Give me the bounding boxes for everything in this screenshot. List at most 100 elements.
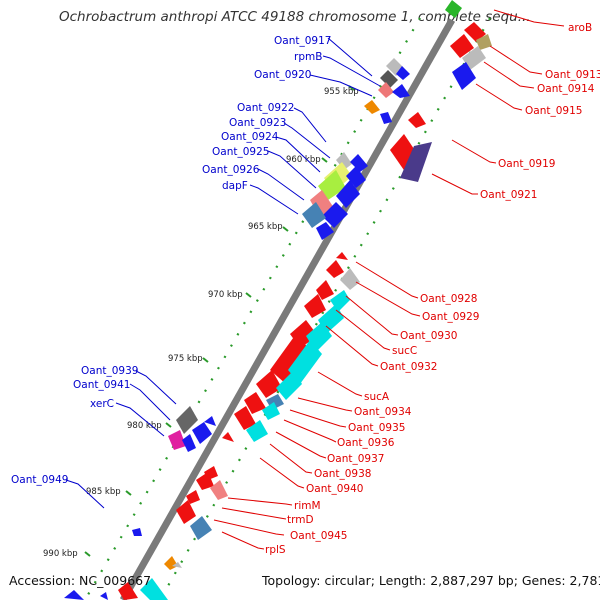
label-oant-0936[interactable]: Oant_0936 bbox=[337, 437, 395, 449]
gene-rpls[interactable] bbox=[190, 516, 212, 540]
label-oant-0924[interactable]: Oant_0924 bbox=[221, 131, 279, 143]
gene-oant-0920[interactable] bbox=[378, 82, 394, 98]
label-oant-0949[interactable]: Oant_0949 bbox=[11, 474, 68, 486]
gene-block[interactable] bbox=[64, 590, 84, 600]
gene-block[interactable] bbox=[100, 592, 108, 600]
gene-oant-0928[interactable] bbox=[326, 260, 344, 278]
gene-orange[interactable] bbox=[364, 100, 380, 114]
gene-arrow[interactable] bbox=[392, 84, 410, 98]
label-oant-0925[interactable]: Oant_0925 bbox=[212, 146, 269, 158]
label-oant-0915[interactable]: Oant_0915 bbox=[525, 105, 582, 117]
label-oant-0926[interactable]: Oant_0926 bbox=[202, 164, 260, 176]
label-arob[interactable]: aroB bbox=[568, 22, 592, 34]
gene-oant-0940[interactable] bbox=[222, 432, 234, 442]
label-rpmb[interactable]: rpmB bbox=[294, 51, 322, 63]
gene-arrow[interactable] bbox=[336, 252, 348, 260]
gene-oant-0945[interactable] bbox=[176, 500, 196, 524]
gene-oant-0915[interactable] bbox=[452, 62, 476, 90]
gene-orange[interactable] bbox=[164, 556, 178, 570]
tick-label-975: 975 kbp bbox=[168, 354, 203, 364]
gene-dapf[interactable] bbox=[302, 202, 326, 228]
gene-arrow[interactable] bbox=[322, 202, 348, 228]
gene-oant-0913[interactable] bbox=[476, 34, 492, 50]
label-oant-0939[interactable]: Oant_0939 bbox=[81, 365, 138, 377]
gene-arrow[interactable] bbox=[380, 112, 392, 124]
gene-trmd[interactable] bbox=[186, 490, 200, 504]
gene-oant-0936[interactable] bbox=[262, 402, 280, 420]
label-oant-0922[interactable]: Oant_0922 bbox=[237, 102, 294, 114]
label-oant-0938[interactable]: Oant_0938 bbox=[314, 468, 371, 480]
gene-block[interactable] bbox=[256, 370, 282, 398]
topology-text: Topology: circular; Length: 2,887,297 bp… bbox=[262, 573, 600, 588]
gene-oant-0919[interactable] bbox=[408, 112, 426, 128]
label-xerc[interactable]: xerC bbox=[90, 398, 114, 410]
gene-oant-0923[interactable] bbox=[350, 154, 368, 172]
gene-arrow[interactable] bbox=[204, 416, 216, 426]
label-oant-0934[interactable]: Oant_0934 bbox=[354, 406, 412, 418]
gene-block[interactable] bbox=[196, 472, 214, 490]
label-oant-0914[interactable]: Oant_0914 bbox=[537, 83, 595, 95]
label-dapf[interactable]: dapF bbox=[222, 180, 248, 192]
label-oant-0928[interactable]: Oant_0928 bbox=[420, 293, 477, 305]
gene-block[interactable] bbox=[172, 562, 182, 568]
label-suca[interactable]: sucA bbox=[364, 391, 390, 403]
gene-xerc[interactable] bbox=[168, 430, 186, 450]
label-rimm[interactable]: rimM bbox=[294, 500, 321, 512]
label-oant-0937[interactable]: Oant_0937 bbox=[327, 453, 384, 465]
label-oant-0945[interactable]: Oant_0945 bbox=[290, 530, 347, 542]
gene-rimm[interactable] bbox=[210, 480, 228, 500]
gene-oant-0925[interactable] bbox=[318, 170, 346, 200]
gene-block[interactable] bbox=[118, 582, 138, 600]
gene-oant-0914[interactable] bbox=[462, 46, 486, 70]
gene-block[interactable] bbox=[450, 34, 474, 58]
gene-block[interactable] bbox=[288, 340, 322, 384]
gene-block[interactable] bbox=[140, 578, 168, 600]
label-oant-0941[interactable]: Oant_0941 bbox=[73, 379, 130, 391]
gene-oant-0930[interactable] bbox=[316, 280, 334, 300]
chromosome-backbone bbox=[119, 18, 456, 600]
label-oant-0919[interactable]: Oant_0919 bbox=[498, 158, 555, 170]
gene-oant-0939[interactable] bbox=[176, 406, 198, 434]
gene-arrow[interactable] bbox=[316, 222, 334, 240]
reverse-gene-labels: aroB Oant_0913 Oant_0914 Oant_0915 Oant_… bbox=[265, 22, 600, 556]
label-oant-0935[interactable]: Oant_0935 bbox=[348, 422, 405, 434]
gene-rpmb[interactable] bbox=[380, 70, 398, 88]
gene-oant-0934[interactable] bbox=[244, 392, 266, 414]
reverse-strand-genes bbox=[64, 22, 492, 600]
gene-arrow[interactable] bbox=[336, 180, 360, 208]
tick-label-960: 960 kbp bbox=[286, 155, 321, 165]
gene-oant-0921[interactable] bbox=[400, 142, 432, 182]
label-succ[interactable]: sucC bbox=[392, 345, 417, 357]
tick-label-970: 970 kbp bbox=[208, 290, 243, 300]
gene-suca[interactable] bbox=[270, 334, 312, 384]
label-oant-0932[interactable]: Oant_0932 bbox=[380, 361, 437, 373]
gene-oant-0937[interactable] bbox=[234, 406, 256, 430]
gene-oant-0922[interactable] bbox=[336, 152, 352, 170]
label-oant-0930[interactable]: Oant_0930 bbox=[400, 330, 457, 342]
gene-block[interactable] bbox=[445, 0, 462, 18]
label-oant-0940[interactable]: Oant_0940 bbox=[306, 483, 363, 495]
tick-label-955: 955 kbp bbox=[324, 87, 359, 97]
left-leader-lines bbox=[65, 37, 381, 509]
tick-label-985: 985 kbp bbox=[86, 487, 121, 497]
gene-oant-0932[interactable] bbox=[304, 294, 326, 318]
gene-arrow[interactable] bbox=[346, 166, 366, 188]
gene-oant-0941[interactable] bbox=[192, 422, 212, 444]
label-trmd[interactable]: trmD bbox=[287, 514, 314, 526]
label-oant-0913[interactable]: Oant_0913 bbox=[545, 69, 600, 81]
gene-oant-0949[interactable] bbox=[132, 528, 142, 536]
gene-arrow[interactable] bbox=[396, 66, 410, 80]
gene-arob[interactable] bbox=[464, 22, 486, 42]
gene-arrow[interactable] bbox=[182, 434, 196, 452]
label-oant-0929[interactable]: Oant_0929 bbox=[422, 311, 479, 323]
label-oant-0920[interactable]: Oant_0920 bbox=[254, 69, 311, 81]
gene-oant-0929[interactable] bbox=[340, 268, 360, 290]
label-rpls[interactable]: rplS bbox=[265, 544, 286, 556]
label-oant-0917[interactable]: Oant_0917 bbox=[274, 35, 331, 47]
forward-strand-genes bbox=[132, 0, 462, 536]
gene-block[interactable] bbox=[276, 370, 302, 400]
label-oant-0921[interactable]: Oant_0921 bbox=[480, 189, 537, 201]
gene-oant-0938[interactable] bbox=[246, 420, 268, 442]
right-leader-lines bbox=[213, 9, 565, 550]
label-oant-0923[interactable]: Oant_0923 bbox=[229, 117, 286, 129]
